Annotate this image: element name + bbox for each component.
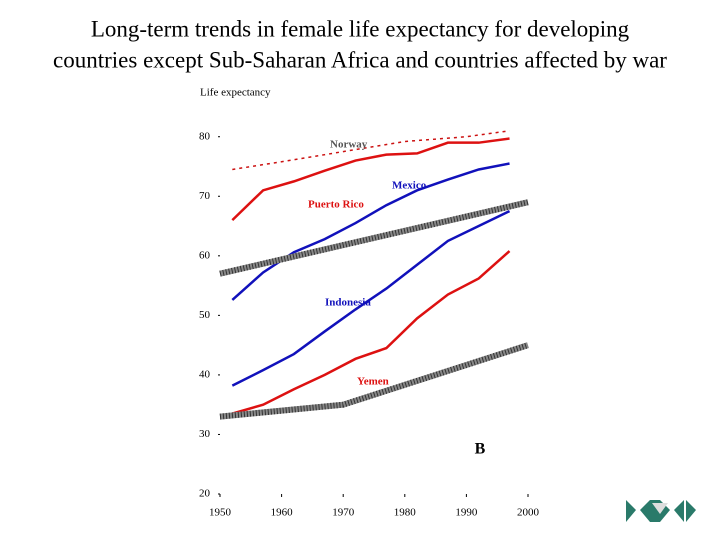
y-tick-label: 70 <box>199 190 211 202</box>
nav-next[interactable] <box>674 500 684 522</box>
y-tick-label: 20 <box>199 488 211 500</box>
y-tick-label: 50 <box>199 309 211 321</box>
series-label: Norway <box>330 139 368 151</box>
nav-home-icon <box>652 503 668 514</box>
series-line <box>231 137 510 221</box>
series-line <box>232 130 510 171</box>
x-tick-label: 1980 <box>394 507 417 519</box>
nav-prev[interactable] <box>626 500 636 522</box>
x-tick-label: 1950 <box>209 507 232 519</box>
y-tick-label: 80 <box>199 130 211 142</box>
series-label: Mexico <box>392 180 427 192</box>
x-tick-label: 1960 <box>271 507 294 519</box>
y-tick-label: 30 <box>199 428 211 440</box>
title-line: countries except Sub-Saharan Africa and … <box>53 47 667 72</box>
y-tick-label: 60 <box>199 249 211 261</box>
y-axis-label: Life expectancy <box>200 87 271 99</box>
series-label: Indonesia <box>325 297 371 309</box>
annotation: B <box>475 441 486 458</box>
series-label: Puerto Rico <box>308 199 364 211</box>
nav-next-2[interactable] <box>686 500 696 522</box>
trend-hatch <box>219 342 529 420</box>
y-tick-label: 40 <box>199 368 211 380</box>
trend-line <box>219 199 529 277</box>
x-tick-label: 1970 <box>332 507 355 519</box>
x-tick-label: 1990 <box>455 507 478 519</box>
nav-buttons[interactable] <box>626 500 696 522</box>
series-label: Yemen <box>357 376 389 388</box>
title-line: Long-term trends in female life expectan… <box>91 16 630 41</box>
series-line <box>231 210 511 387</box>
x-tick-label: 2000 <box>517 507 540 519</box>
series-line <box>231 250 511 415</box>
